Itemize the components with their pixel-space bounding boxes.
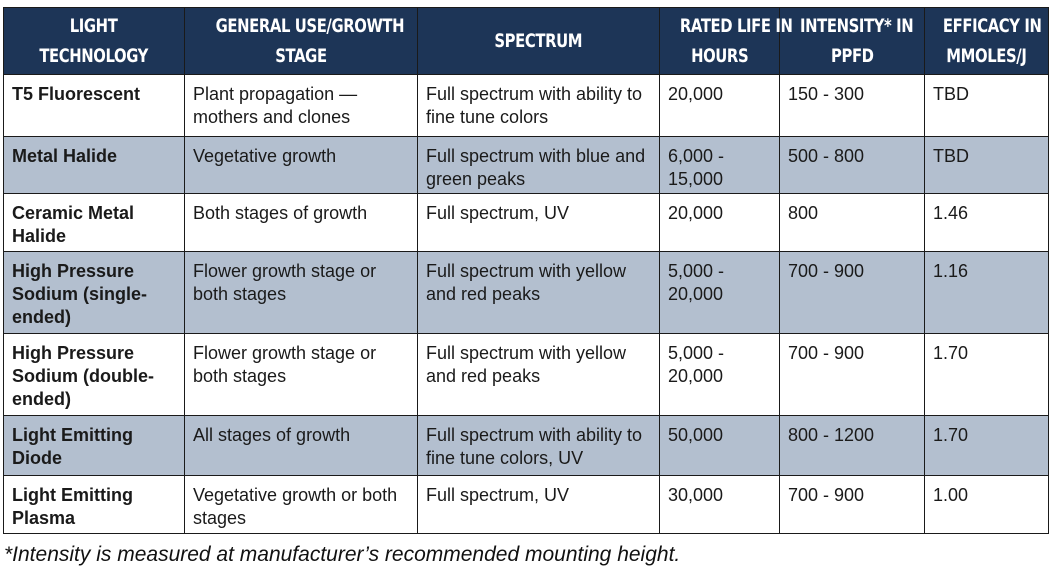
cell-technology: Light Emitting Diode <box>3 415 185 476</box>
cell-spectrum: Full spectrum with ability to fine tune … <box>417 415 660 476</box>
cell-rated-life: 20,000 <box>659 193 780 252</box>
header-line: PPFD <box>830 45 874 67</box>
cell-use: Flower growth stage or both stages <box>184 251 418 334</box>
header-line: µmoles/J <box>946 45 1027 67</box>
cell-use: Vegetative growth <box>184 136 418 194</box>
header-line: General Use/Growth <box>215 15 405 37</box>
cell-technology: Light Emitting Plasma <box>3 475 185 534</box>
header-line: Spectrum <box>494 30 583 52</box>
cell-intensity: 800 <box>779 193 925 252</box>
cell-rated-life: 5,000 - 20,000 <box>659 251 780 334</box>
cell-intensity: 700 - 900 <box>779 251 925 334</box>
table-body: T5 Fluorescent Plant propagation — mothe… <box>3 74 1049 534</box>
cell-efficacy: 1.70 <box>924 415 1049 476</box>
cell-rated-life: 30,000 <box>659 475 780 534</box>
cell-intensity: 500 - 800 <box>779 136 925 194</box>
cell-use: All stages of growth <box>184 415 418 476</box>
cell-technology: High Pressure Sodium (single-ended) <box>3 251 185 334</box>
cell-use: Flower growth stage or both stages <box>184 333 418 416</box>
cell-spectrum: Full spectrum, UV <box>417 193 660 252</box>
cell-efficacy: 1.16 <box>924 251 1049 334</box>
header-line: Hours <box>690 45 749 67</box>
cell-rated-life: 5,000 - 20,000 <box>659 333 780 416</box>
cell-efficacy: 1.00 <box>924 475 1049 534</box>
cell-spectrum: Full spectrum with yellow and red peaks <box>417 251 660 334</box>
cell-intensity: 700 - 900 <box>779 333 925 416</box>
table-row: High Pressure Sodium (double-ended) Flow… <box>3 333 1049 416</box>
header-line: Stage <box>275 45 327 67</box>
header-row: Light Technology General Use/Growth Stage … <box>3 7 1049 75</box>
header-line: Rated Life in <box>679 15 793 37</box>
header-spectrum: Spectrum <box>417 7 660 75</box>
cell-rated-life: 20,000 <box>659 74 780 137</box>
header-rated-life: Rated Life in Hours <box>659 7 793 75</box>
header-line: Light <box>70 15 118 37</box>
cell-technology: Ceramic Metal Halide <box>3 193 185 252</box>
header-line: Efficacy in <box>942 15 1042 37</box>
cell-efficacy: TBD <box>924 136 1049 194</box>
table-header: Light Technology General Use/Growth Stage … <box>3 7 1049 75</box>
cell-use: Vegetative growth or both stages <box>184 475 418 534</box>
cell-technology: Metal Halide <box>3 136 185 194</box>
cell-spectrum: Full spectrum, UV <box>417 475 660 534</box>
cell-efficacy: TBD <box>924 74 1049 137</box>
header-light-technology: Light Technology <box>3 7 185 75</box>
cell-intensity: 800 - 1200 <box>779 415 925 476</box>
table-row: Light Emitting Plasma Vegetative growth … <box>3 475 1049 534</box>
header-intensity: Intensity* in PPFD <box>779 7 925 75</box>
table-row: Metal Halide Vegetative growth Full spec… <box>3 136 1049 194</box>
table-row: T5 Fluorescent Plant propagation — mothe… <box>3 74 1049 137</box>
cell-use: Both stages of growth <box>184 193 418 252</box>
cell-spectrum: Full spectrum with blue and green peaks <box>417 136 660 194</box>
table-row: Light Emitting Diode All stages of growt… <box>3 415 1049 476</box>
cell-technology: High Pressure Sodium (double-ended) <box>3 333 185 416</box>
cell-spectrum: Full spectrum with ability to fine tune … <box>417 74 660 137</box>
table-row: Ceramic Metal Halide Both stages of grow… <box>3 193 1049 252</box>
cell-rated-life: 50,000 <box>659 415 780 476</box>
header-line: Intensity* in <box>799 15 914 37</box>
cell-technology: T5 Fluorescent <box>3 74 185 137</box>
lighting-technology-table: Light Technology General Use/Growth Stage … <box>3 7 1049 534</box>
header-line: Technology <box>39 45 149 67</box>
cell-rated-life: 6,000 - 15,000 <box>659 136 780 194</box>
cell-intensity: 700 - 900 <box>779 475 925 534</box>
table-row: High Pressure Sodium (single-ended) Flow… <box>3 251 1049 334</box>
cell-use: Plant propagation — mothers and clones <box>184 74 418 137</box>
cell-efficacy: 1.70 <box>924 333 1049 416</box>
cell-efficacy: 1.46 <box>924 193 1049 252</box>
cell-spectrum: Full spectrum with yellow and red peaks <box>417 333 660 416</box>
header-general-use: General Use/Growth Stage <box>184 7 418 75</box>
footnote: *Intensity is measured at manufacturer’s… <box>4 543 681 566</box>
header-efficacy: Efficacy in µmoles/J <box>924 7 1049 75</box>
cell-intensity: 150 - 300 <box>779 74 925 137</box>
